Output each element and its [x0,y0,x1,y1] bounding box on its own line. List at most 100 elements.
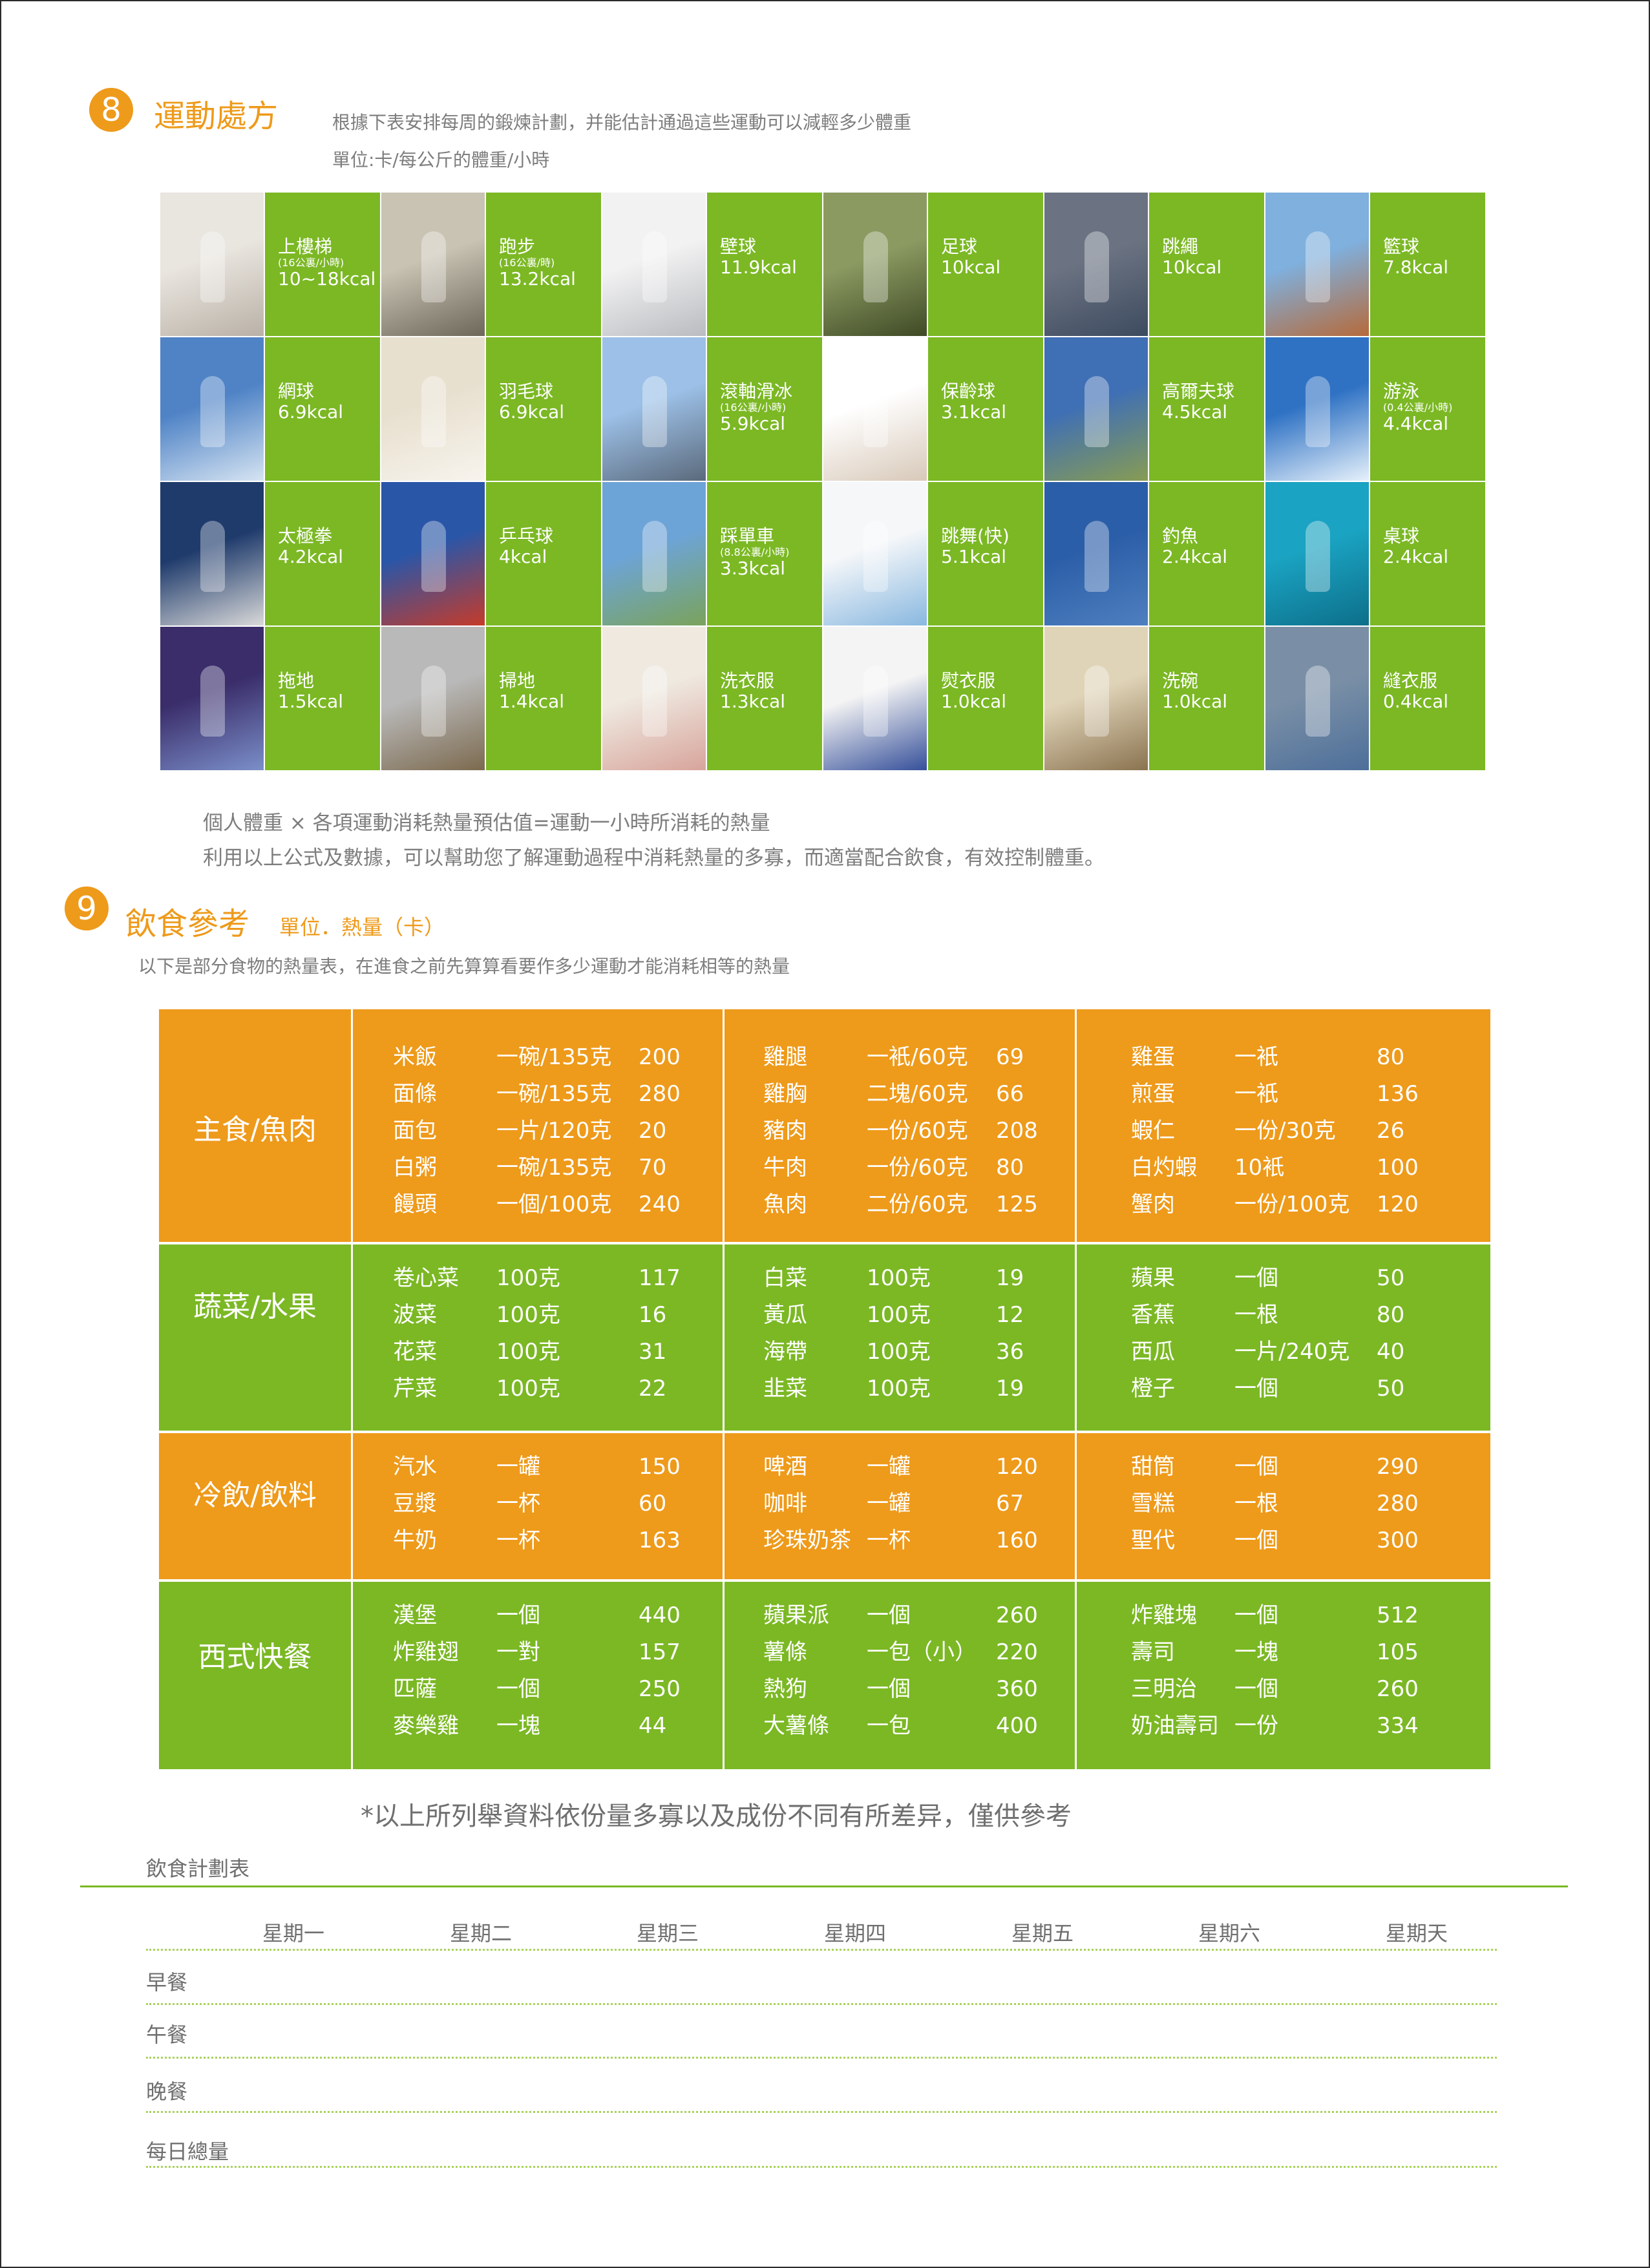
activity-speed-note: (8.8公裏/小時) [720,546,790,558]
food-calories: 512 [1377,1602,1419,1628]
activity-photo [381,627,486,772]
food-item: 甜筒 一個 290 [1077,1449,1490,1486]
food-calories: 300 [1377,1528,1419,1553]
activity-photo [1044,337,1149,482]
food-portion: 100克 [867,1339,931,1365]
activity-tile: 洗碗 1.0kcal [1149,627,1265,772]
diet-plan-meal-label: 晚餐 [146,2079,188,2104]
activity-kcal: 3.3kcal [720,558,786,579]
food-item: 魚肉 二份/60克 125 [725,1186,1075,1223]
food-name: 奶油壽司 [1131,1713,1219,1739]
food-calories: 44 [639,1713,667,1739]
activity-kcal: 3.1kcal [941,401,1007,423]
section-9-title: 飲食參考 [125,906,250,942]
food-category-row: 冷飲/飲料 汽水 一罐 150 豆漿 一杯 60 牛奶 一杯 163 啤酒 一罐 120 咖啡 一罐 67 珍珠… [159,1433,1490,1582]
food-column: 米飯 一碗/135克 200 面條 一碗/135克 280 面包 一片/120克 20 白粥 一碗/… [353,1009,725,1242]
activity-name: 拖地 [278,670,315,691]
food-item: 饅頭 一個/100克 240 [353,1186,723,1223]
diet-plan-row-divider [146,2003,1497,2005]
activity-kcal: 1.5kcal [278,691,344,712]
activity-name: 滾軸滑冰 [720,381,793,402]
food-name: 白灼蝦 [1131,1155,1197,1181]
activity-photo [1265,337,1370,482]
diet-plan-title: 飲食計劃表 [146,1856,250,1881]
food-name: 壽司 [1131,1639,1175,1665]
food-portion: 一份 [1234,1713,1278,1739]
activity-tile: 縫衣服 0.4kcal [1370,627,1486,772]
activity-photo [160,482,265,627]
food-item: 咖啡 一罐 67 [725,1486,1075,1522]
activity-photo [602,193,707,337]
diet-plan-day-header: 星期四 [824,1921,887,1946]
activity-name: 保齡球 [941,381,996,402]
food-portion: 一塊 [496,1713,540,1739]
activity-tile: 踩單車 (8.8公裏/小時) 3.3kcal [707,482,823,627]
food-item: 豆漿 一杯 60 [353,1486,723,1522]
food-calories: 220 [996,1639,1038,1665]
food-name: 西瓜 [1131,1339,1175,1365]
food-name: 珍珠奶茶 [763,1528,851,1553]
food-item: 牛奶 一杯 163 [353,1522,723,1559]
diet-plan-row-divider [146,2057,1497,2059]
food-name: 饅頭 [393,1192,437,1217]
activity-kcal: 10kcal [941,257,1001,278]
food-name: 薯條 [763,1639,807,1665]
activity-tile: 壁球 11.9kcal [707,193,823,337]
food-category-label: 主食/魚肉 [159,1009,353,1242]
food-calories: 16 [639,1302,667,1328]
food-item: 奶油壽司 一份 334 [1077,1708,1490,1745]
food-category-label: 西式快餐 [159,1582,353,1769]
food-name: 花菜 [393,1339,437,1365]
food-portion: 一包 [867,1713,911,1739]
food-name: 芹菜 [393,1376,437,1402]
food-item: 珍珠奶茶 一杯 160 [725,1522,1075,1559]
food-item: 面包 一片/120克 20 [353,1113,723,1150]
food-item: 蘋果 一個 50 [1077,1260,1490,1297]
food-calories: 40 [1377,1339,1405,1365]
activity-speed-note: (16公裏/時) [499,257,555,269]
food-portion: 二份/60克 [867,1192,968,1217]
food-calories: 440 [639,1602,681,1628]
activity-name: 跳繩 [1162,236,1199,257]
activity-kcal: 1.0kcal [941,691,1007,712]
activity-kcal: 4.5kcal [1162,401,1228,423]
diet-plan-rule [80,1885,1568,1887]
food-name: 三明治 [1131,1676,1197,1702]
food-calories: 280 [1377,1491,1419,1517]
food-calories: 100 [1377,1155,1419,1181]
section-9-number-badge: 9 [65,887,109,930]
activity-figure-icon [1306,666,1330,737]
food-name: 白菜 [763,1265,807,1291]
food-calories: 136 [1377,1081,1419,1107]
food-item: 韭菜 100克 19 [725,1370,1075,1407]
food-calories: 120 [1377,1192,1419,1217]
activity-photo [160,193,265,337]
food-category-row: 西式快餐 漢堡 一個 440 炸雞翅 一對 157 匹薩 一個 250 麥樂雞 一塊 44 蘋果派 一個 26… [159,1582,1490,1772]
food-calories: 12 [996,1302,1024,1328]
food-calories: 20 [639,1118,667,1144]
activity-kcal: 11.9kcal [720,257,797,278]
food-calories: 150 [639,1454,681,1480]
food-portion: 一塊 [1234,1639,1278,1665]
food-name: 橙子 [1131,1376,1175,1402]
diet-plan-row-divider [146,2166,1497,2168]
food-column: 啤酒 一罐 120 咖啡 一罐 67 珍珠奶茶 一杯 160 [725,1433,1077,1579]
food-calories: 163 [639,1528,681,1553]
activity-photo [602,627,707,772]
food-name: 蝦仁 [1131,1118,1175,1144]
food-column: 雞蛋 一衹 80 煎蛋 一衹 136 蝦仁 一份/30克 26 白灼蝦 10衹 100 蟹肉 一份/100… [1077,1009,1490,1242]
food-calories: 200 [639,1044,681,1070]
food-calories: 117 [639,1265,681,1291]
food-item: 蝦仁 一份/30克 26 [1077,1113,1490,1150]
food-portion: 一杯 [496,1491,540,1517]
diet-plan-day-header: 星期天 [1386,1921,1448,1946]
activity-tile: 跳舞(快) 5.1kcal [928,482,1044,627]
activity-name: 壁球 [720,236,757,257]
food-column: 蘋果 一個 50 香蕉 一根 80 西瓜 一片/240克 40 橙子 一個 50 [1077,1244,1490,1431]
food-calories: 280 [639,1081,681,1107]
activity-tile: 保齡球 3.1kcal [928,337,1044,482]
section-9-description: 以下是部分食物的熱量表，在進食之前先算算看要作多少運動才能消耗相等的熱量 [138,956,790,977]
food-calories: 120 [996,1454,1038,1480]
food-category-row: 主食/魚肉 米飯 一碗/135克 200 面條 一碗/135克 280 面包 一片/120克 20… [159,1009,1490,1244]
activity-tile: 游泳 (0.4公裏/小時) 4.4kcal [1370,337,1486,482]
